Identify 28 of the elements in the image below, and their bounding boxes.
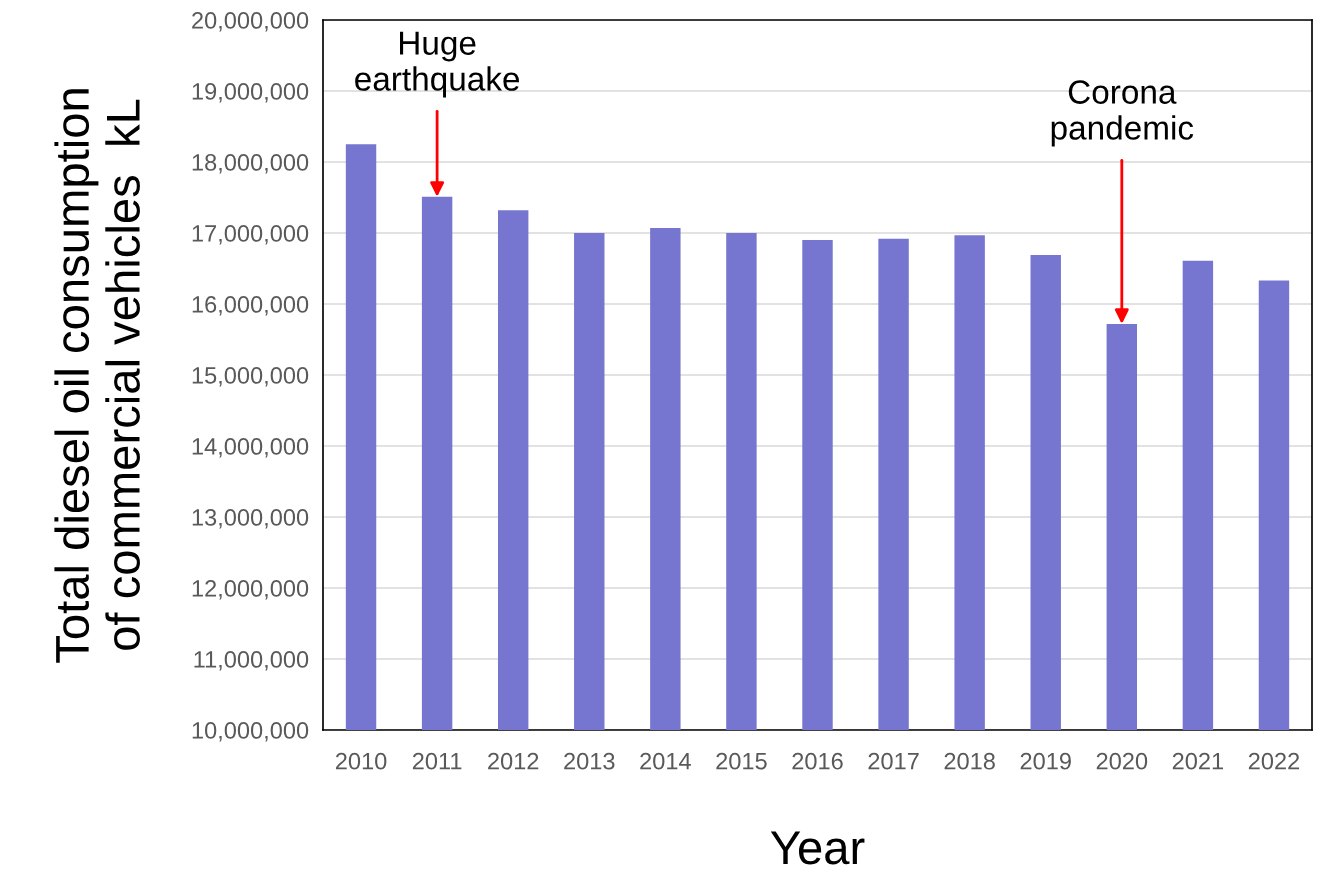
x-tick-label: 2014 [640,752,691,770]
x-tick-label: 2017 [868,752,919,770]
y-tick-label: 15,000,000 [192,367,309,387]
annotation: Corona pandemic [1051,80,1194,147]
x-tick-label: 2010 [335,752,387,770]
x-tick-label: 2016 [792,752,843,770]
x-tick-label: 2018 [944,752,995,770]
x-tick-label: 2020 [1096,752,1148,770]
x-tick-label: 2021 [1172,752,1223,770]
x-tick-label: 2022 [1248,752,1300,770]
x-axis-title: Year [770,831,865,865]
y-tick-label: 16,000,000 [192,296,309,316]
annotation: Huge earthquake [355,31,520,98]
y-tick-label: 10,000,000 [192,722,309,742]
y-tick-label: 11,000,000 [194,651,309,671]
y-tick-label: 17,000,000 [192,225,309,245]
y-tick-label: 19,000,000 [192,83,309,103]
y-tick-label: 13,000,000 [192,509,309,529]
y-tick-label: 20,000,000 [192,12,309,32]
y-tick-label: 14,000,000 [192,438,309,458]
x-tick-label: 2012 [488,752,539,770]
y-tick-label: 18,000,000 [192,154,309,174]
x-tick-label: 2011 [412,752,462,770]
x-tick-label: 2015 [716,752,767,770]
x-tick-label: 2013 [564,752,615,770]
y-tick-label: 12,000,000 [192,580,309,600]
x-tick-label: 2019 [1020,752,1071,770]
y-axis-title: Total diesel oil consumption of commercial vehicles kL [54,89,140,663]
